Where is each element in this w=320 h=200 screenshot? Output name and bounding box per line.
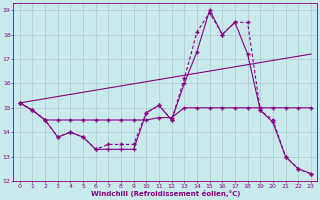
X-axis label: Windchill (Refroidissement éolien,°C): Windchill (Refroidissement éolien,°C) bbox=[91, 190, 240, 197]
